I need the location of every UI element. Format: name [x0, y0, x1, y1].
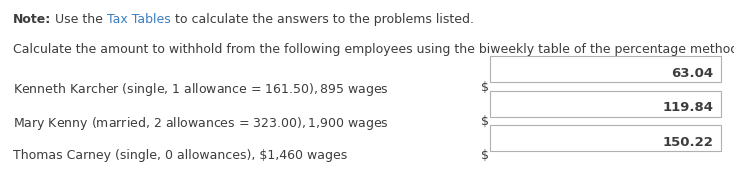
Text: 150.22: 150.22	[663, 136, 713, 149]
FancyBboxPatch shape	[490, 90, 721, 117]
Text: Calculate the amount to withhold from the following employees using the biweekly: Calculate the amount to withhold from th…	[13, 43, 734, 56]
Text: Use the: Use the	[51, 13, 107, 26]
Text: $: $	[481, 115, 489, 128]
Text: Kenneth Karcher (single, 1 allowance = $161.50), $895 wages: Kenneth Karcher (single, 1 allowance = $…	[13, 81, 389, 98]
Text: Mary Kenny (married, 2 allowances = $323.00), $1,900 wages: Mary Kenny (married, 2 allowances = $323…	[13, 115, 389, 132]
Text: Tax Tables: Tax Tables	[107, 13, 171, 26]
Text: to calculate the answers to the problems listed.: to calculate the answers to the problems…	[171, 13, 474, 26]
Text: Thomas Carney (single, 0 allowances), $1,460 wages: Thomas Carney (single, 0 allowances), $1…	[13, 149, 347, 162]
FancyBboxPatch shape	[490, 56, 721, 82]
Text: 119.84: 119.84	[663, 101, 713, 114]
Text: Note:: Note:	[13, 13, 51, 26]
FancyBboxPatch shape	[490, 125, 721, 151]
Text: 63.04: 63.04	[672, 67, 713, 80]
Text: $: $	[481, 81, 489, 94]
Text: $: $	[481, 149, 489, 162]
